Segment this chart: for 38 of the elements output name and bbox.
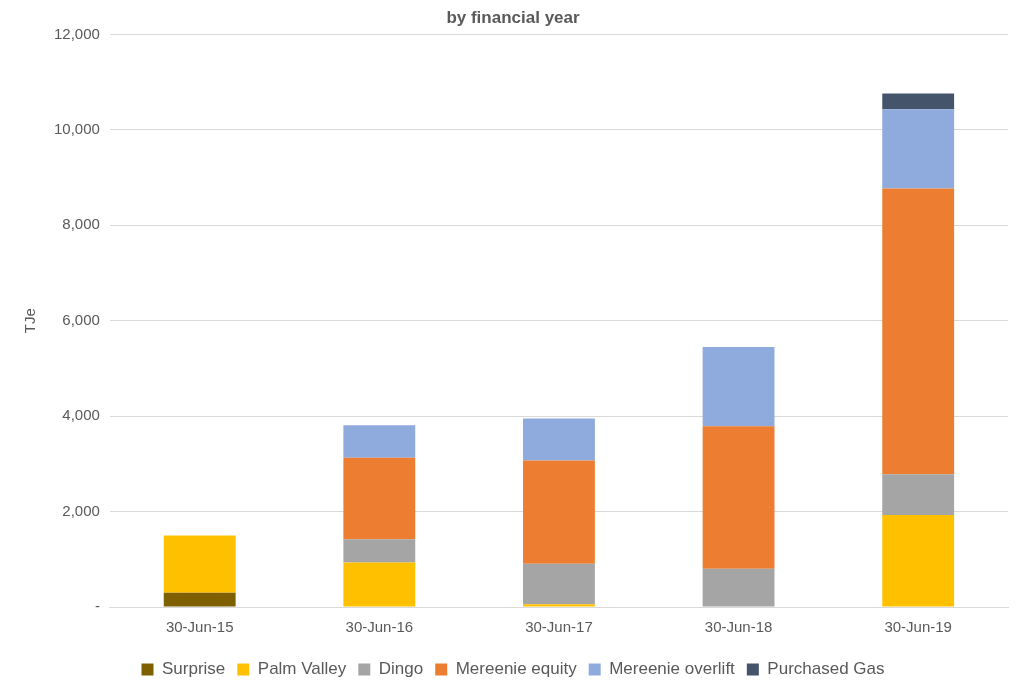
y-axis-title: TJe [21, 308, 39, 334]
bar [523, 563, 595, 605]
legend-label: Dingo [378, 659, 424, 679]
bar [882, 474, 955, 515]
y-tick-label: - [94, 597, 100, 615]
bar [702, 346, 775, 427]
bar [882, 514, 955, 607]
x-tick-label: 30-Jun-16 [345, 618, 414, 636]
bar [343, 425, 416, 458]
bar [702, 426, 775, 569]
legend-label: Mereenie overlift [609, 659, 736, 679]
chart-title: by financial year [446, 7, 580, 27]
y-tick-label: 4,000 [62, 406, 100, 424]
bar [343, 562, 416, 607]
bar [523, 604, 595, 607]
bar [523, 418, 595, 461]
y-tick-label: 6,000 [62, 310, 100, 328]
bar [163, 592, 236, 607]
legend-label: Surprise [161, 659, 226, 679]
x-tick-label: 30-Jun-17 [525, 618, 593, 636]
bar [343, 539, 416, 563]
y-tick-label: 10,000 [53, 119, 100, 137]
bar [882, 188, 955, 475]
y-tick-label: 2,000 [62, 501, 100, 519]
x-tick-label: 30-Jun-19 [884, 618, 952, 636]
bar [702, 568, 775, 607]
x-tick-label: 30-Jun-18 [704, 618, 773, 636]
bar [163, 535, 236, 593]
y-tick-label: 12,000 [53, 24, 100, 42]
bar [523, 460, 595, 564]
y-tick-label: 8,000 [62, 215, 100, 233]
legend-label: Palm Valley [257, 659, 347, 679]
legend-label: Mereenie equity [455, 659, 578, 679]
bar [343, 457, 416, 540]
bar [882, 109, 955, 189]
x-tick-label: 30-Jun-15 [165, 618, 234, 636]
bar [882, 93, 955, 110]
legend-label: Purchased Gas [767, 659, 885, 679]
